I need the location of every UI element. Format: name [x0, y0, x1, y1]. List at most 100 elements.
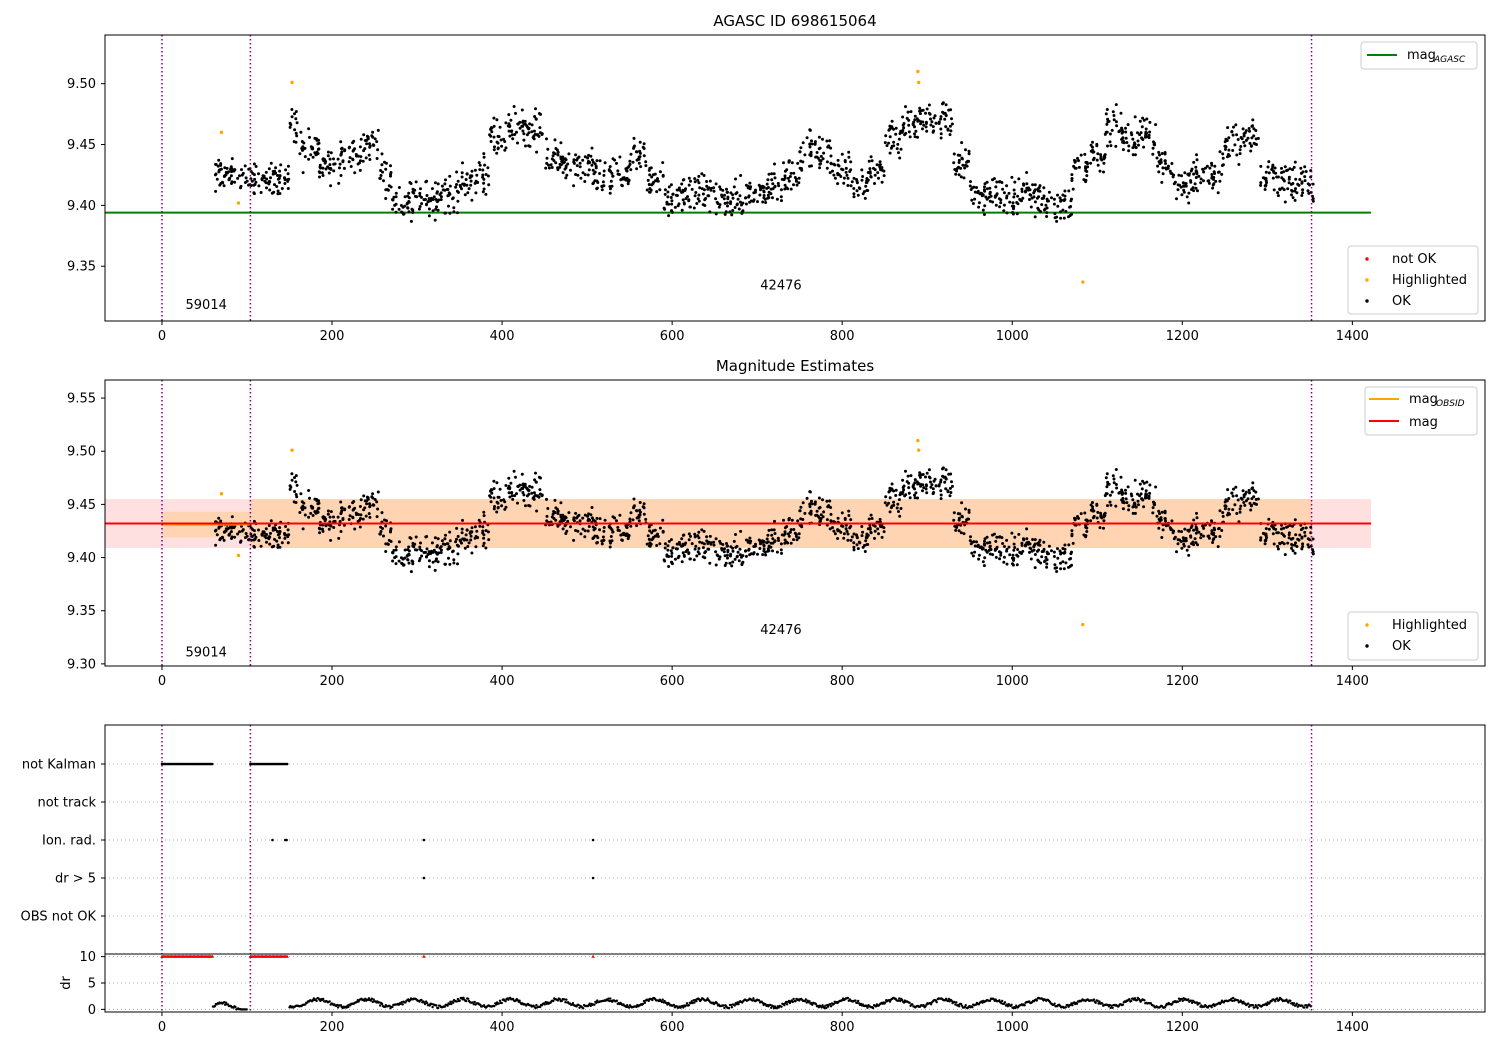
ok-point	[1164, 519, 1167, 523]
ok-point	[1044, 555, 1048, 559]
ok-point	[1218, 179, 1222, 183]
ok-point	[222, 538, 226, 542]
ok-point	[773, 539, 777, 543]
dr-point	[805, 1001, 808, 1004]
ok-point	[365, 499, 369, 503]
ok-point	[722, 197, 726, 201]
ok-point	[301, 527, 305, 531]
ok-point	[950, 117, 953, 121]
flags-plot-area	[105, 725, 1485, 1012]
ok-point	[982, 564, 986, 568]
ok-point	[1192, 528, 1196, 532]
dr-point	[856, 1001, 859, 1004]
ok-point	[417, 559, 421, 563]
ok-point	[1161, 528, 1165, 532]
ok-point	[894, 132, 898, 136]
ok-point	[470, 551, 474, 555]
ok-point	[559, 501, 563, 505]
ok-point	[371, 143, 375, 147]
ok-point	[929, 485, 933, 489]
ok-point	[1012, 195, 1016, 199]
ok-point	[957, 161, 961, 164]
ok-point	[411, 190, 415, 194]
ok-point	[1169, 171, 1173, 175]
ok-point	[707, 540, 711, 544]
dr-point	[472, 1003, 475, 1006]
ok-point	[735, 202, 739, 206]
ok-point	[469, 534, 473, 538]
ok-point	[337, 536, 341, 540]
ok-point	[651, 173, 655, 177]
ok-point	[347, 160, 351, 164]
ok-point	[821, 137, 824, 141]
obsid-label: 42476	[760, 278, 801, 293]
x-tick-label: 1400	[1336, 329, 1369, 344]
ok-point	[1259, 536, 1263, 540]
ok-point	[792, 171, 796, 175]
ok-point	[1157, 150, 1161, 154]
ok-point	[409, 536, 413, 540]
ok-point	[616, 525, 620, 529]
ok-point	[937, 484, 941, 488]
legend-label-not-ok: not OK	[1392, 252, 1437, 267]
ok-point	[380, 511, 384, 515]
ok-point	[243, 164, 247, 168]
ok-point	[481, 168, 485, 172]
ok-point	[538, 126, 542, 130]
ok-point	[230, 537, 233, 540]
ok-point	[1105, 472, 1109, 476]
highlighted-point	[1081, 622, 1085, 627]
ok-point	[798, 509, 802, 513]
ok-point	[1133, 153, 1137, 157]
ok-point	[276, 543, 280, 547]
ok-point	[476, 536, 479, 539]
ok-point	[1061, 208, 1065, 212]
ok-point	[948, 494, 952, 498]
ok-point	[808, 145, 812, 149]
ok-point	[433, 568, 437, 572]
ok-point	[1102, 515, 1106, 519]
ok-point	[530, 130, 534, 134]
ok-point	[714, 537, 718, 541]
ok-point	[589, 513, 593, 517]
ok-point	[1033, 543, 1036, 547]
ok-point	[278, 192, 282, 195]
ok-point	[583, 535, 587, 539]
ok-point	[455, 170, 459, 174]
dr-point	[495, 1003, 498, 1006]
ok-point	[499, 138, 503, 142]
ok-point	[932, 479, 936, 483]
ok-point	[1192, 518, 1196, 522]
ok-point	[465, 528, 469, 532]
ok-point	[379, 525, 383, 529]
ok-point	[801, 160, 805, 164]
ok-point	[257, 172, 260, 176]
ok-point	[265, 177, 269, 181]
ok-point	[872, 166, 875, 170]
ok-point	[280, 187, 284, 190]
ok-point	[972, 540, 976, 544]
ok-point	[773, 162, 776, 166]
ok-point	[808, 164, 812, 168]
ok-point	[947, 108, 951, 112]
ok-point	[850, 535, 854, 539]
ok-point	[801, 141, 805, 145]
highlighted-point	[916, 69, 920, 74]
ok-point	[1096, 510, 1100, 514]
ok-point	[1270, 524, 1274, 528]
ok-point	[626, 182, 630, 186]
ok-point	[275, 185, 279, 188]
ok-point	[422, 551, 426, 554]
ok-point	[1291, 196, 1295, 200]
dr-point	[727, 1006, 731, 1010]
ok-point	[877, 532, 880, 536]
ok-point	[694, 191, 698, 194]
ok-point	[782, 178, 786, 182]
ok-point	[286, 187, 290, 190]
ok-point	[492, 496, 496, 500]
ok-point	[694, 544, 698, 548]
ok-point	[810, 142, 814, 146]
dr-point	[752, 997, 755, 1000]
legend-label-highlighted: Highlighted	[1392, 273, 1467, 288]
ok-point	[514, 111, 517, 115]
